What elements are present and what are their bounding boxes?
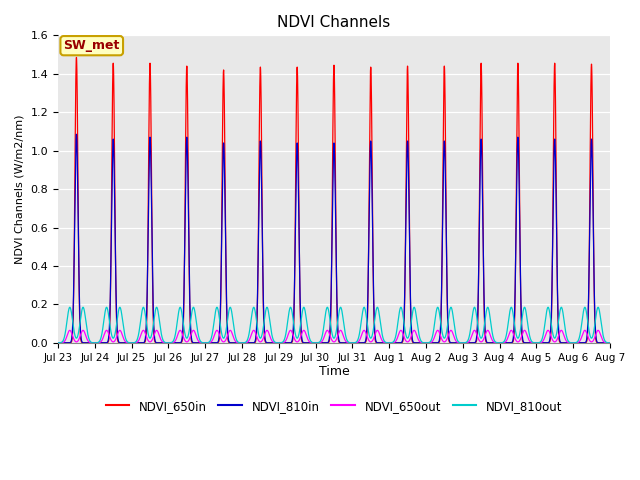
Y-axis label: NDVI Channels (W/m2/nm): NDVI Channels (W/m2/nm) — [15, 114, 25, 264]
X-axis label: Time: Time — [319, 365, 349, 378]
Text: SW_met: SW_met — [63, 39, 120, 52]
Title: NDVI Channels: NDVI Channels — [277, 15, 390, 30]
Legend: NDVI_650in, NDVI_810in, NDVI_650out, NDVI_810out: NDVI_650in, NDVI_810in, NDVI_650out, NDV… — [101, 395, 567, 417]
